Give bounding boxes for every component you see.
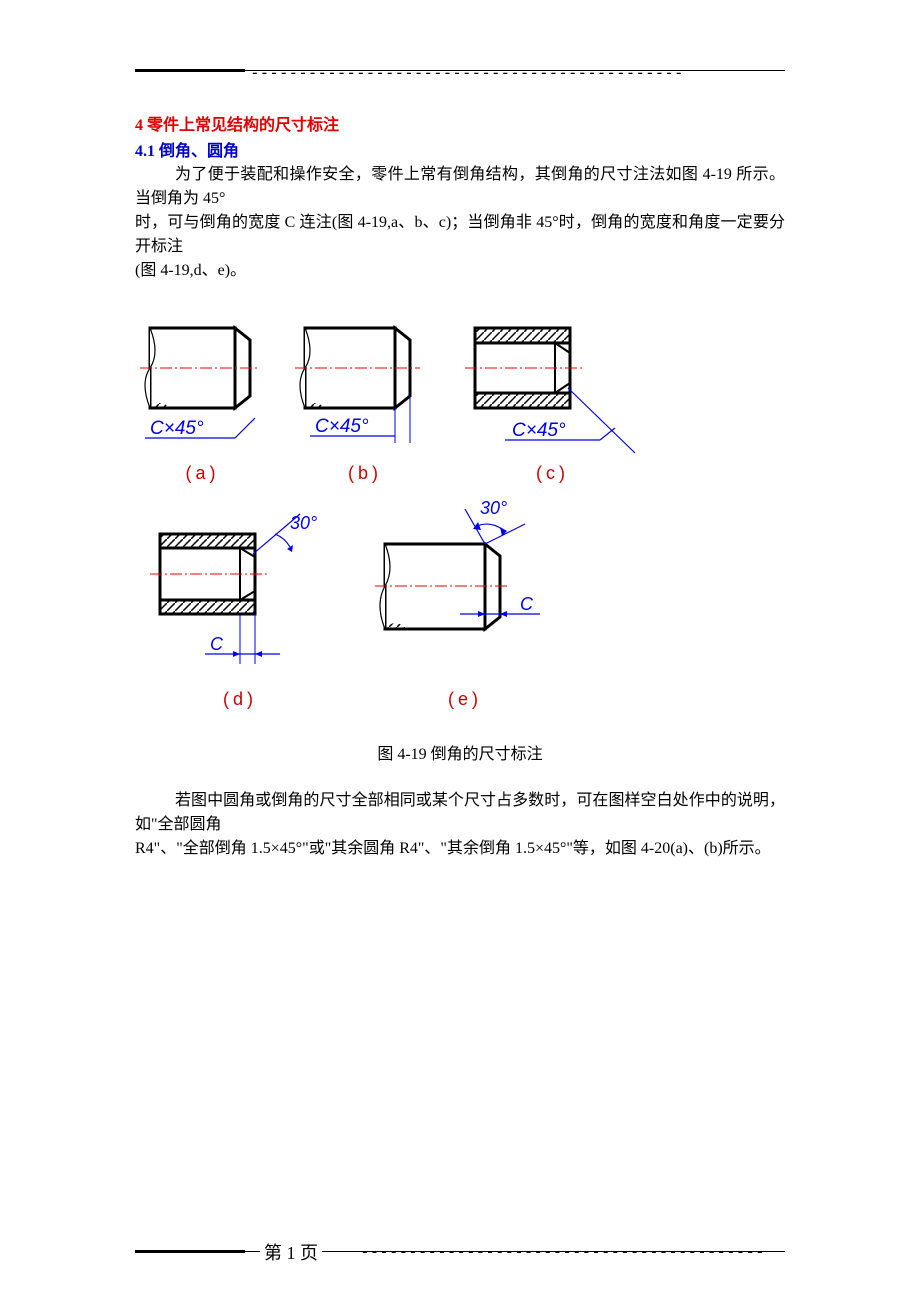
figure-caption: 图 4-19 倒角的尺寸标注: [135, 740, 785, 764]
annotation-cx45-c: C×45°: [512, 420, 566, 441]
header-rule: ----------------------------------------…: [135, 70, 785, 71]
label-e: (e): [448, 689, 482, 710]
paragraph-2b: R4"、"全部倒角 1.5×45°"或"其余圆角 R4"、"其余倒角 1.5×4…: [135, 837, 785, 861]
paragraph-1c: (图 4-19,d、e)。: [135, 259, 785, 283]
header-dashes: ----------------------------------------…: [250, 63, 683, 82]
annotation-c-d: C: [210, 634, 224, 654]
footer-dashes: ----------------------------------------…: [360, 1242, 765, 1261]
diagram-c: C×45°: [460, 308, 645, 458]
paragraph-2a: 若图中圆角或倒角的尺寸全部相同或某个尺寸占多数时，可在图样空白处作中的说明，如"…: [135, 789, 785, 837]
annotation-30-d: 30°: [290, 513, 317, 533]
annotation-cx45-a: C×45°: [150, 418, 204, 439]
page: ----------------------------------------…: [0, 0, 920, 1302]
diagram-a: C×45°: [135, 308, 270, 458]
paragraph-1a: 为了便于装配和操作安全，零件上常有倒角结构，其倒角的尺寸注法如图 4-19 所示…: [135, 163, 785, 211]
annotation-c-e: C: [520, 594, 534, 614]
figure-d: 30° C (d): [135, 499, 345, 710]
heading-sub: 4.1 倒角、圆角: [135, 137, 785, 161]
figure-4-19: C×45° (a): [135, 308, 785, 764]
figure-c: C×45° (c): [460, 308, 645, 484]
annotation-cx45-b: C×45°: [315, 416, 369, 437]
diagram-e: 30° C: [365, 499, 565, 684]
annotation-30-e: 30°: [480, 499, 507, 518]
label-c: (c): [536, 463, 569, 484]
page-number: 第 1 页: [260, 1239, 322, 1265]
footer-rule: 第 1 页 ----------------------------------…: [135, 1251, 785, 1252]
figure-row-2: 30° C (d): [135, 499, 785, 710]
label-b: (b): [348, 463, 382, 484]
figure-row-1: C×45° (a): [135, 308, 785, 484]
paragraph-1b: 时，可与倒角的宽度 C 连注(图 4-19,a、b、c)；当倒角非 45°时，倒…: [135, 211, 785, 259]
figure-b: C×45° (b): [290, 308, 440, 484]
diagram-b: C×45°: [290, 308, 440, 458]
label-a: (a): [186, 463, 220, 484]
label-d: (d): [223, 689, 257, 710]
figure-e: 30° C (e): [365, 499, 565, 710]
figure-a: C×45° (a): [135, 308, 270, 484]
diagram-d: 30° C: [135, 499, 345, 684]
heading-main: 4 零件上常见结构的尺寸标注: [135, 111, 785, 135]
